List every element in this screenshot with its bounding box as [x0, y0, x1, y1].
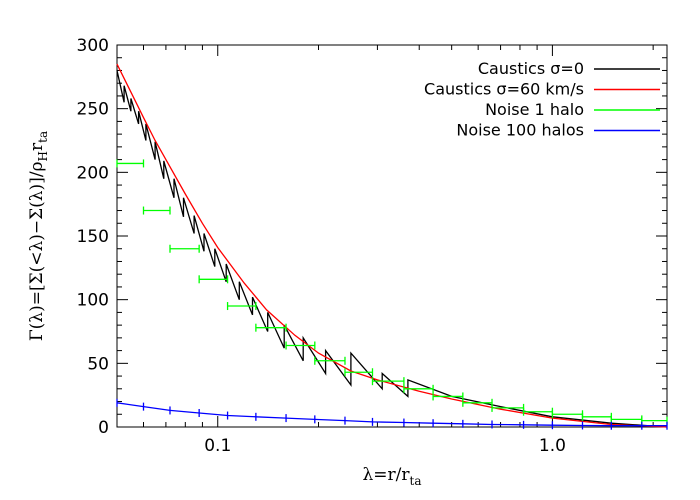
- y-tick-label: 0: [98, 418, 109, 438]
- tick-marks: 0 50 100 150 200 250 300 0.1 1.0: [77, 36, 667, 456]
- y-tick-label: 250: [77, 100, 109, 120]
- x-tick-label: 0.1: [204, 436, 231, 456]
- y-axis-label: Γ(λ)=[Σ(<λ)−Σ(λ)]/ρHrta: [27, 131, 50, 341]
- series-line: [116, 70, 668, 428]
- y-tick-label: 200: [77, 163, 109, 183]
- x-tick-label: 1.0: [539, 436, 566, 456]
- y-tick-label: 100: [77, 291, 109, 311]
- y-tick-label: 300: [77, 36, 109, 56]
- y-tick-label: 150: [77, 227, 109, 247]
- y-tick-label: 50: [87, 354, 109, 374]
- series-0: [116, 70, 668, 428]
- legend-label: Caustics σ=0: [478, 59, 584, 78]
- series-3: [116, 398, 668, 430]
- legend-label: Noise 1 halo: [485, 100, 584, 119]
- series-2: [116, 159, 668, 425]
- x-axis-label: λ=r/rta: [363, 465, 422, 488]
- legend-label: Noise 100 halos: [456, 121, 584, 140]
- series-layer: [116, 63, 668, 430]
- series-line: [116, 402, 667, 427]
- legend-label: Caustics σ=60 km/s: [424, 80, 584, 99]
